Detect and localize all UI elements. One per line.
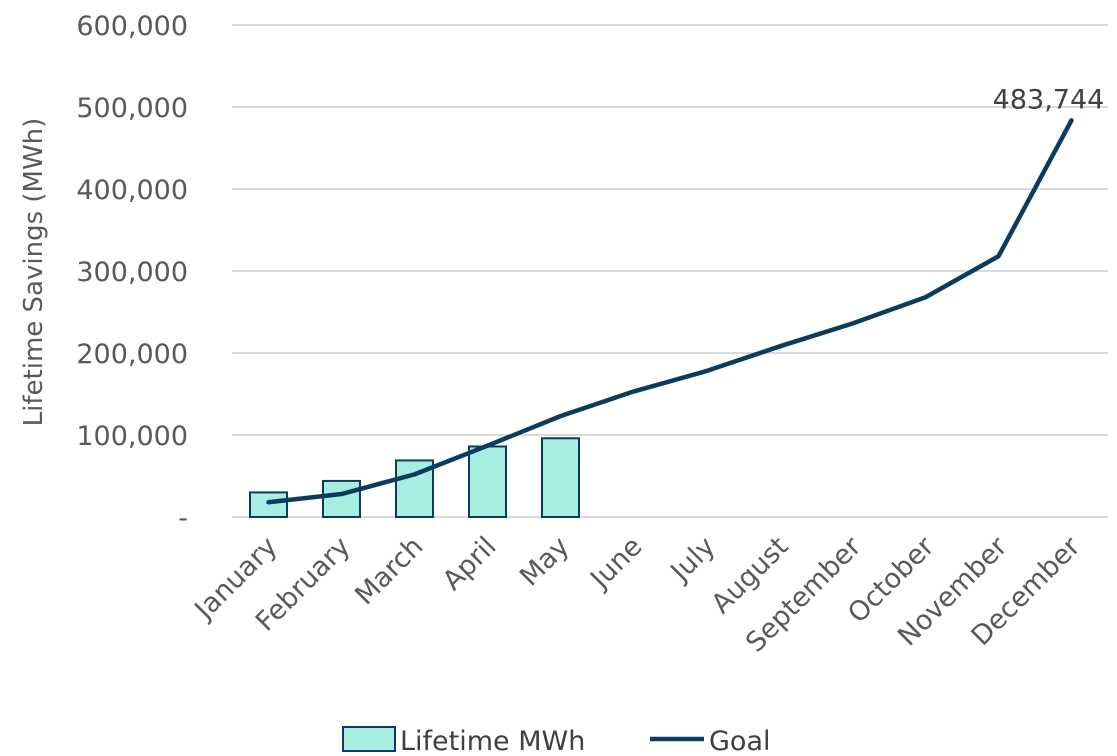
x-tick-label: April	[437, 531, 503, 597]
goal-data-label: 483,744	[993, 84, 1105, 115]
y-tick-label: 100,000	[76, 421, 188, 452]
y-axis-ticks: - 100,000 200,000 300,000 400,000 500,000 600,…	[76, 11, 188, 534]
x-tick-label: May	[514, 531, 575, 592]
x-tick-label: July	[664, 531, 722, 589]
bar-series	[249, 437, 580, 519]
x-tick-label: March	[349, 531, 429, 611]
bar	[322, 479, 361, 519]
bar	[541, 437, 580, 518]
bar	[249, 491, 288, 518]
legend-swatch-lifetime-mwh	[342, 726, 396, 752]
gridlines	[232, 24, 1108, 518]
x-tick-label: June	[584, 531, 649, 596]
y-tick-label: 200,000	[76, 339, 188, 370]
legend: Lifetime MWh Goal	[342, 726, 771, 756]
bar	[468, 445, 507, 519]
line-series	[266, 118, 1074, 505]
legend-label-goal: Goal	[709, 726, 771, 756]
y-axis-label: Lifetime Savings (MWh)	[19, 118, 49, 427]
y-tick-label: 400,000	[76, 175, 188, 206]
y-tick-label: 300,000	[76, 257, 188, 288]
y-tick-label: -	[178, 503, 188, 534]
y-tick-label: 600,000	[76, 11, 188, 42]
goal-line	[266, 118, 1074, 505]
legend-label-lifetime-mwh: Lifetime MWh	[400, 726, 585, 756]
y-tick-label: 500,000	[76, 93, 188, 124]
